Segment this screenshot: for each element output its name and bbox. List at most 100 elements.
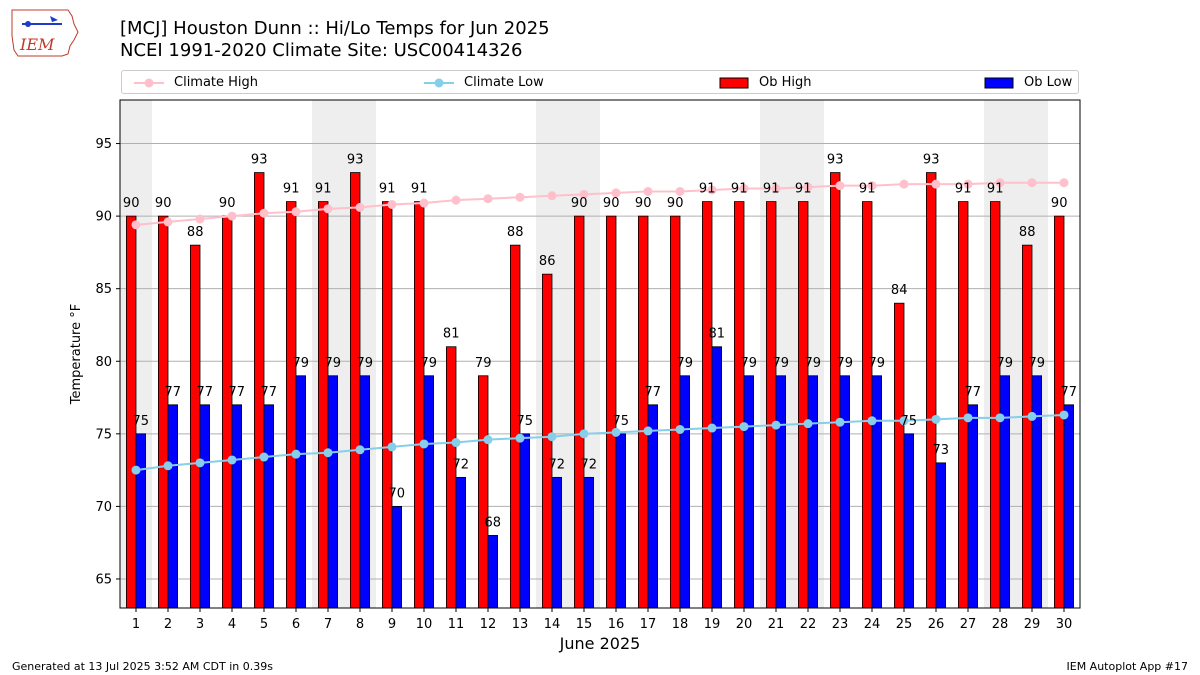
ob-high-bar	[830, 172, 841, 609]
climate-high-point	[963, 179, 973, 189]
x-tick-label: 23	[832, 617, 849, 632]
y-tick-label: 80	[95, 355, 112, 370]
climate-low-point	[739, 422, 749, 432]
climate-low-point	[387, 442, 397, 452]
climate-high-point	[867, 181, 877, 191]
ob-high-bar	[381, 201, 393, 609]
x-tick-label: 26	[928, 617, 945, 632]
ob-low-data-label: 75	[613, 414, 630, 429]
climate-low-point	[771, 420, 781, 430]
legend-climate-low: Climate Low	[424, 74, 544, 91]
ob-low-bar	[423, 375, 435, 609]
ob-low-data-label: 79	[1029, 356, 1046, 371]
ob-low-data-label: 77	[165, 385, 182, 400]
ob-high-bar	[542, 273, 553, 609]
ob-low-swatch	[984, 77, 1014, 88]
climate-high-point	[611, 188, 621, 198]
climate-high-point	[1027, 178, 1037, 188]
x-tick-label: 6	[292, 617, 300, 632]
plot-frame	[119, 99, 1081, 609]
x-tick-label: 27	[960, 617, 977, 632]
climate-low-point	[1059, 410, 1069, 420]
climate-high-point	[163, 217, 173, 227]
ob-high-data-label: 90	[1051, 196, 1068, 211]
ob-high-data-label: 79	[475, 356, 492, 371]
y-tick-label: 90	[95, 210, 112, 225]
ob-low-bar	[647, 404, 659, 609]
ob-high-bar	[1022, 244, 1033, 609]
climate-low-point	[323, 448, 333, 458]
climate-high-point	[931, 179, 941, 189]
ob-high-bar	[734, 201, 745, 609]
climate-low-point	[483, 435, 493, 445]
ob-high-swatch	[719, 77, 749, 88]
ob-low-bar	[775, 375, 787, 609]
climate-high-point	[483, 194, 493, 204]
climate-high-point	[451, 195, 461, 205]
ob-low-data-label: 79	[677, 356, 694, 371]
climate-high-point	[227, 211, 237, 221]
ob-high-bar	[349, 172, 361, 609]
ob-high-data-label: 91	[795, 182, 812, 197]
ob-high-data-label: 90	[667, 196, 684, 211]
climate-low-point	[259, 452, 269, 462]
ob-low-data-label: 72	[453, 457, 470, 472]
ob-high-bar	[894, 302, 905, 609]
climate-low-point	[899, 416, 909, 426]
y-tick-label: 75	[95, 427, 112, 442]
ob-low-bar	[359, 375, 371, 609]
climate-high-point	[355, 202, 365, 212]
ob-low-bar	[551, 476, 563, 609]
ob-low-bar	[903, 433, 915, 609]
ob-high-bar	[445, 346, 457, 609]
climate-high-point	[131, 220, 141, 230]
generated-timestamp: Generated at 13 Jul 2025 3:52 AM CDT in …	[12, 660, 273, 673]
x-tick-label: 10	[416, 617, 433, 632]
ob-high-data-label: 91	[763, 182, 780, 197]
ob-low-bar	[839, 375, 851, 609]
climate-high-point	[579, 189, 589, 199]
climate-high-point	[835, 181, 845, 191]
ob-high-data-label: 93	[251, 153, 268, 168]
ob-low-data-label: 77	[229, 385, 246, 400]
ob-low-bar	[711, 346, 723, 609]
ob-low-data-label: 79	[421, 356, 438, 371]
x-tick-label: 4	[228, 617, 236, 632]
ob-high-data-label: 90	[635, 196, 652, 211]
ob-high-data-label: 88	[187, 225, 204, 240]
ob-low-data-label: 77	[1061, 385, 1078, 400]
ob-low-data-label: 79	[357, 356, 374, 371]
ob-high-data-label: 93	[827, 153, 844, 168]
ob-high-data-label: 91	[379, 182, 396, 197]
ob-low-data-label: 79	[869, 356, 886, 371]
x-tick-label: 14	[544, 617, 561, 632]
climate-low-point	[963, 413, 973, 423]
chart-subtitle: NCEI 1991-2020 Climate Site: USC00414326	[120, 40, 523, 61]
ob-low-bar	[391, 505, 403, 609]
ob-low-data-label: 77	[261, 385, 278, 400]
ob-high-bar	[126, 215, 137, 609]
ob-high-bar	[574, 215, 585, 609]
climate-low-point	[835, 417, 845, 427]
climate-low-point	[611, 427, 621, 437]
ob-low-bar	[263, 404, 275, 609]
climate-low-point	[291, 449, 301, 459]
x-axis-label: June 2025	[559, 634, 641, 653]
x-tick-label: 21	[768, 617, 785, 632]
ob-high-bar	[413, 201, 425, 609]
climate-high-point	[323, 204, 333, 214]
ob-low-data-label: 75	[133, 414, 150, 429]
climate-high-point	[707, 185, 717, 195]
climate-low-point	[803, 419, 813, 429]
climate-low-point	[675, 424, 685, 434]
ob-low-bar	[679, 375, 691, 609]
ob-high-bar	[157, 215, 169, 609]
ob-low-bar	[871, 375, 883, 609]
climate-low-point	[227, 455, 237, 465]
climate-low-swatch	[424, 78, 454, 87]
chart-legend: Climate High Climate Low Ob High Ob Low	[121, 70, 1079, 94]
climate-low-point	[643, 426, 653, 436]
climate-high-point	[387, 200, 397, 210]
climate-low-line	[135, 413, 1065, 472]
